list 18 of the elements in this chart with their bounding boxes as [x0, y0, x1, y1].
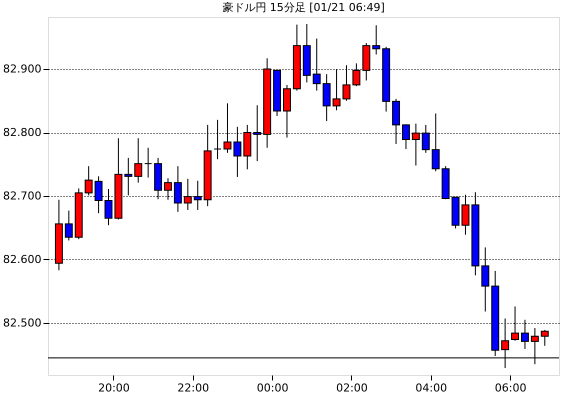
x-tick-label: 20:00: [98, 382, 130, 394]
candlestick: [64, 210, 73, 241]
candlestick: [134, 138, 142, 184]
y-tick-label: 82.800: [3, 126, 42, 140]
x-tick-label: 06:00: [494, 382, 526, 394]
chart-title: 豪ドル円 15分足 [01/21 06:49]: [222, 1, 385, 14]
candlestick: [540, 329, 549, 346]
candlestick: [124, 157, 132, 196]
x-tick-label: 00:00: [256, 382, 288, 394]
candlestick: [322, 74, 331, 122]
candlestick: [144, 147, 152, 178]
y-tick-label: 82.600: [3, 252, 42, 266]
y-tick-label: 82.900: [3, 62, 42, 76]
x-tick-label: 04:00: [415, 382, 448, 394]
y-tick-label: 82.500: [3, 316, 42, 330]
x-tick-label: 22:00: [177, 382, 210, 394]
x-tick-label: 02:00: [336, 382, 368, 394]
y-tick-label: 82.700: [3, 190, 42, 202]
